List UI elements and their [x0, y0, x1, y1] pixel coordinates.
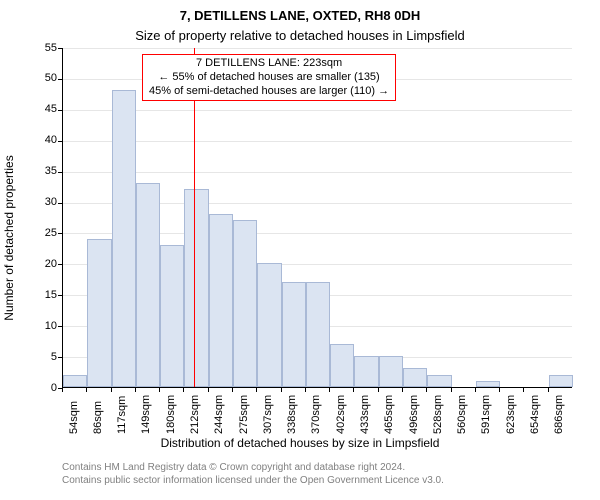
gridline [63, 141, 572, 142]
histogram-bar [379, 356, 403, 387]
x-tick-mark [523, 388, 524, 392]
y-axis-label: Number of detached properties [2, 155, 16, 320]
x-tick-label: 149sqm [140, 395, 152, 434]
gridline [63, 48, 572, 49]
x-tick-mark [548, 388, 549, 392]
footer-attribution: Contains HM Land Registry data © Crown c… [62, 462, 444, 487]
histogram-bar [87, 239, 111, 387]
x-tick-mark [475, 388, 476, 392]
x-tick-label: 370sqm [310, 395, 322, 434]
chart-title-line1: 7, DETILLENS LANE, OXTED, RH8 0DH [0, 8, 600, 23]
y-tick-label: 10 [17, 320, 57, 332]
x-tick-label: 654sqm [529, 395, 541, 434]
x-tick-label: 591sqm [480, 395, 492, 434]
y-tick-label: 30 [17, 196, 57, 208]
gridline [63, 172, 572, 173]
x-tick-label: 180sqm [165, 395, 177, 434]
y-tick-label: 25 [17, 227, 57, 239]
x-tick-label: 54sqm [68, 401, 80, 434]
annotation-box: 7 DETILLENS LANE: 223sqm← 55% of detache… [142, 54, 396, 101]
x-tick-mark [353, 388, 354, 392]
x-tick-mark [256, 388, 257, 392]
x-tick-mark [305, 388, 306, 392]
x-tick-label: 433sqm [359, 395, 371, 434]
x-tick-mark [111, 388, 112, 392]
x-tick-mark [159, 388, 160, 392]
y-tick-label: 40 [17, 134, 57, 146]
histogram-bar [403, 368, 427, 387]
x-tick-label: 212sqm [189, 395, 201, 434]
x-tick-mark [378, 388, 379, 392]
histogram-bar [112, 90, 136, 387]
x-tick-mark [402, 388, 403, 392]
histogram-bar [184, 189, 208, 387]
histogram-bar [330, 344, 354, 387]
x-tick-label: 244sqm [213, 395, 225, 434]
histogram-bar [63, 375, 87, 387]
x-tick-label: 307sqm [262, 395, 274, 434]
x-tick-label: 117sqm [116, 396, 128, 434]
x-tick-mark [329, 388, 330, 392]
histogram-bar [476, 381, 500, 387]
y-tick-label: 0 [17, 382, 57, 394]
x-tick-mark [499, 388, 500, 392]
y-tick-label: 50 [17, 72, 57, 84]
x-tick-label: 496sqm [408, 395, 420, 434]
histogram-bar [306, 282, 330, 387]
footer-line: Contains public sector information licen… [62, 475, 444, 488]
histogram-bar [549, 375, 573, 387]
histogram-bar [209, 214, 233, 387]
gridline [63, 110, 572, 111]
histogram-bar [354, 356, 378, 387]
annotation-line: ← 55% of detached houses are smaller (13… [149, 71, 389, 85]
y-tick-label: 55 [17, 42, 57, 54]
chart-root: 7, DETILLENS LANE, OXTED, RH8 0DH Size o… [0, 0, 600, 500]
y-tick-label: 45 [17, 103, 57, 115]
footer-line: Contains HM Land Registry data © Crown c… [62, 462, 444, 475]
y-tick-label: 15 [17, 289, 57, 301]
y-tick-label: 20 [17, 258, 57, 270]
x-tick-mark [281, 388, 282, 392]
x-tick-mark [426, 388, 427, 392]
x-tick-label: 528sqm [432, 395, 444, 434]
x-axis-label: Distribution of detached houses by size … [0, 436, 600, 450]
annotation-line: 45% of semi-detached houses are larger (… [149, 85, 389, 99]
histogram-bar [233, 220, 257, 387]
x-tick-mark [451, 388, 452, 392]
x-tick-label: 686sqm [553, 395, 565, 434]
x-tick-mark [62, 388, 63, 392]
x-tick-label: 275sqm [238, 395, 250, 434]
chart-title-line2: Size of property relative to detached ho… [0, 28, 600, 43]
histogram-bar [160, 245, 184, 387]
y-tick-label: 35 [17, 165, 57, 177]
x-tick-mark [135, 388, 136, 392]
x-tick-label: 86sqm [92, 401, 104, 434]
x-tick-mark [208, 388, 209, 392]
plot-area: 7 DETILLENS LANE: 223sqm← 55% of detache… [62, 48, 572, 388]
histogram-bar [282, 282, 306, 387]
x-tick-label: 560sqm [456, 395, 468, 434]
x-tick-mark [86, 388, 87, 392]
x-tick-label: 338sqm [286, 395, 298, 434]
x-tick-label: 465sqm [383, 395, 395, 434]
x-tick-label: 623sqm [505, 395, 517, 434]
x-tick-mark [232, 388, 233, 392]
histogram-bar [427, 375, 451, 387]
x-tick-mark [183, 388, 184, 392]
annotation-line: 7 DETILLENS LANE: 223sqm [149, 57, 389, 71]
y-tick-label: 5 [17, 351, 57, 363]
histogram-bar [136, 183, 160, 387]
histogram-bar [257, 263, 281, 387]
x-tick-label: 402sqm [335, 395, 347, 434]
